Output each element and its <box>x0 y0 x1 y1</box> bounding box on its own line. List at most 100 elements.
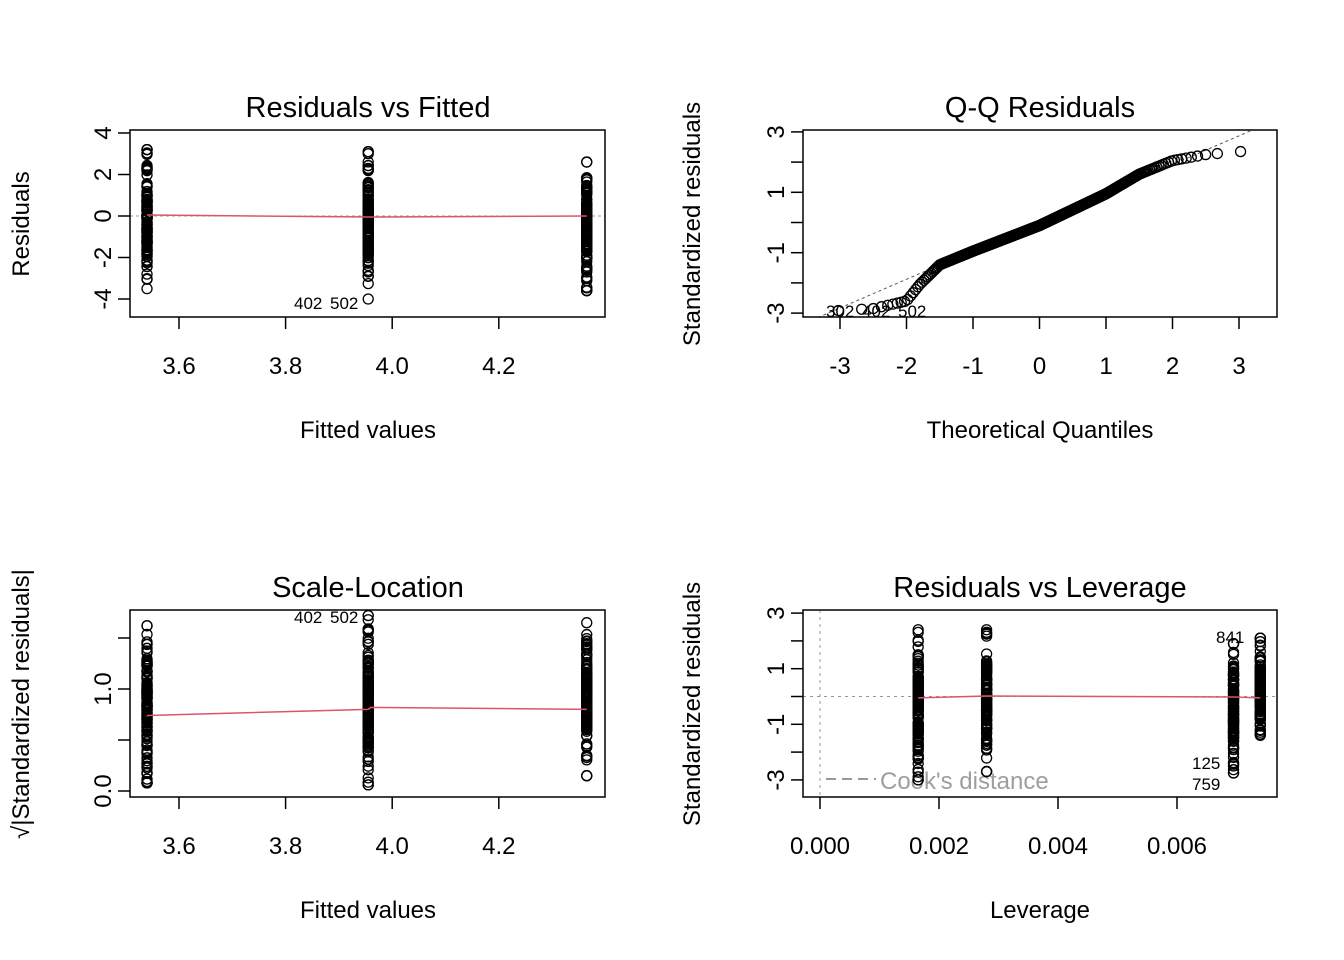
plot-frame <box>802 609 1278 798</box>
data-point <box>362 760 374 772</box>
data-point <box>362 685 374 697</box>
data-point <box>1227 732 1240 744</box>
data-point <box>581 667 593 679</box>
data-point <box>1211 147 1223 160</box>
data-point <box>581 644 593 656</box>
data-point <box>581 639 593 651</box>
data-point <box>912 675 924 688</box>
data-point <box>141 620 153 632</box>
point-label: 502 <box>330 294 358 313</box>
data-point <box>875 301 888 313</box>
data-point <box>912 702 924 714</box>
x-tick-label: 3.8 <box>269 353 302 380</box>
data-point <box>581 617 593 629</box>
data-point <box>1227 646 1240 659</box>
data-point <box>141 241 153 254</box>
data-point <box>362 755 374 768</box>
y-tick-label: -2 <box>90 247 117 268</box>
data-point <box>980 739 993 751</box>
data-point <box>1254 676 1266 688</box>
data-point <box>141 755 153 767</box>
data-point <box>362 677 374 690</box>
data-point <box>1191 150 1204 162</box>
data-point <box>1254 724 1266 737</box>
y-tick-label: -1 <box>763 714 790 735</box>
data-point <box>141 250 153 263</box>
data-point <box>362 638 374 650</box>
data-point <box>362 721 374 733</box>
y-tick-label: -4 <box>90 288 117 309</box>
data-point <box>362 751 374 763</box>
data-point <box>1234 145 1247 158</box>
data-point <box>581 260 593 272</box>
panel2-ylabel: Standardized residuals <box>679 102 706 346</box>
data-point <box>362 740 374 752</box>
point-label: 841 <box>1216 628 1244 647</box>
x-tick-label: 0.000 <box>790 833 850 860</box>
y-tick-label: 3 <box>763 606 790 619</box>
data-point <box>141 731 153 743</box>
data-point <box>912 681 924 693</box>
x-tick-label: 4.0 <box>376 833 409 860</box>
plot-area <box>803 610 1277 797</box>
y-tick-label: -3 <box>763 769 790 790</box>
data-point <box>581 197 593 210</box>
panel1-xlabel: Fitted values <box>300 417 436 444</box>
data-point <box>581 754 593 766</box>
data-point <box>980 742 993 755</box>
data-point <box>1254 632 1266 644</box>
data-point <box>141 282 153 295</box>
data-point <box>141 237 153 249</box>
data-point <box>141 636 153 648</box>
data-point <box>362 680 374 693</box>
data-point <box>581 264 593 276</box>
data-point <box>362 647 374 659</box>
data-point <box>581 229 593 241</box>
data-point <box>362 183 374 196</box>
data-point <box>912 670 924 683</box>
data-point <box>362 725 374 737</box>
x-tick-label: 4.2 <box>482 353 515 380</box>
data-point <box>362 649 374 662</box>
data-point <box>980 626 993 638</box>
data-point <box>362 635 374 648</box>
y-tick-label: 1 <box>763 186 790 199</box>
data-point <box>362 779 374 791</box>
data-point <box>980 765 993 778</box>
data-point <box>1227 703 1240 715</box>
y-tick-label: 1.0 <box>90 672 117 705</box>
panel2-xlabel: Theoretical Quantiles <box>927 417 1154 444</box>
data-point <box>581 679 593 692</box>
data-point <box>362 668 374 680</box>
data-point <box>914 278 926 290</box>
data-point <box>141 216 153 228</box>
data-point <box>362 156 374 168</box>
data-point <box>141 660 153 672</box>
data-point <box>581 695 593 707</box>
data-point <box>581 651 593 663</box>
data-point <box>362 655 374 667</box>
data-point <box>867 302 880 315</box>
data-point <box>980 693 993 706</box>
data-point <box>581 750 593 762</box>
data-point <box>141 210 153 223</box>
data-point <box>362 764 374 776</box>
data-point <box>856 303 868 315</box>
data-point <box>912 717 924 730</box>
data-point <box>912 641 924 653</box>
data-point <box>141 688 153 700</box>
data-point <box>581 725 593 737</box>
x-tick-label: 4.0 <box>376 353 409 380</box>
panel1-title: Residuals vs Fitted <box>246 92 491 124</box>
x-tick-label: 3.6 <box>162 353 195 380</box>
data-point <box>1227 751 1240 764</box>
data-point <box>912 757 924 770</box>
data-point <box>1199 148 1212 161</box>
data-point <box>912 635 924 648</box>
data-point <box>362 614 374 626</box>
data-point <box>1254 639 1266 651</box>
data-point <box>362 163 374 175</box>
data-point <box>1227 712 1240 724</box>
data-point <box>581 232 593 244</box>
data-point <box>1185 151 1197 163</box>
